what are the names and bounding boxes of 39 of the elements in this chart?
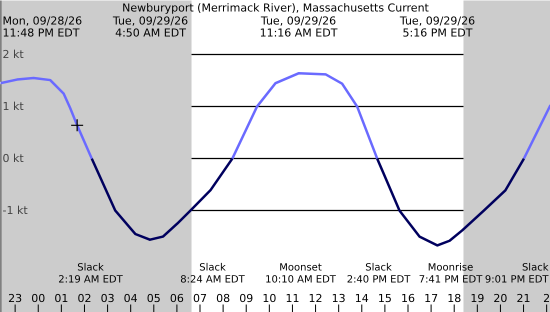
x-tick-label: 08 xyxy=(216,292,230,305)
x-tick-label: 09 xyxy=(239,292,254,305)
x-tick-label: 04 xyxy=(124,292,138,305)
x-tick-label: 18 xyxy=(447,292,462,305)
annotation: Mon, 09/28/26 11:48 PM EDT xyxy=(2,14,82,40)
x-tick-label: 03 xyxy=(100,292,115,305)
y-tick-label: -1 kt xyxy=(2,204,28,218)
y-tick-label: 1 kt xyxy=(2,100,24,114)
chart-title: Newburyport (Merrimack River), Massachusetts Current xyxy=(122,2,430,14)
x-tick-label: 17 xyxy=(424,292,438,305)
x-tick-label: 12 xyxy=(308,292,323,305)
x-tick-label: 15 xyxy=(378,292,392,305)
annotation: Moonrise 7:41 PM EDT xyxy=(418,262,484,286)
x-tick-label: 16 xyxy=(400,292,415,305)
x-tick-label: 21 xyxy=(516,292,531,305)
x-tick-label: 01 xyxy=(54,292,68,305)
x-tick-label: 13 xyxy=(332,292,346,305)
y-tick-label: 0 kt xyxy=(2,152,24,166)
annotation: Tue, 09/29/26 4:50 AM EDT xyxy=(112,14,188,40)
y-tick-label: 2 kt xyxy=(2,48,24,62)
annotation: Slack 9:01 PM EDT xyxy=(484,262,550,286)
x-tick-label: 11 xyxy=(285,292,300,305)
annotation: Tue, 09/29/26 11:16 AM EDT xyxy=(260,14,338,40)
annotation: Moonset 10:10 AM EDT xyxy=(265,262,337,286)
annotation: Slack 8:24 AM EDT xyxy=(180,262,246,286)
annotation: Slack 2:40 PM EDT xyxy=(346,262,412,286)
x-tick-label: 10 xyxy=(262,292,276,305)
annotation: Slack 2:19 AM EDT xyxy=(58,262,124,286)
annotation: Tue, 09/29/26 5:16 PM EDT xyxy=(398,14,476,40)
x-tick-label: 14 xyxy=(354,292,369,305)
x-tick-label: 02 xyxy=(77,292,92,305)
x-tick-label: 07 xyxy=(193,292,208,305)
x-tick-label: 05 xyxy=(146,292,161,305)
x-tick-label: 23 xyxy=(8,292,22,305)
x-tick-label: 06 xyxy=(170,292,184,305)
x-tick-label: 19 xyxy=(470,292,484,305)
x-tick-label: 20 xyxy=(493,292,508,305)
x-tick-label: 00 xyxy=(31,292,46,305)
x-tick-label: 2 xyxy=(543,292,550,305)
